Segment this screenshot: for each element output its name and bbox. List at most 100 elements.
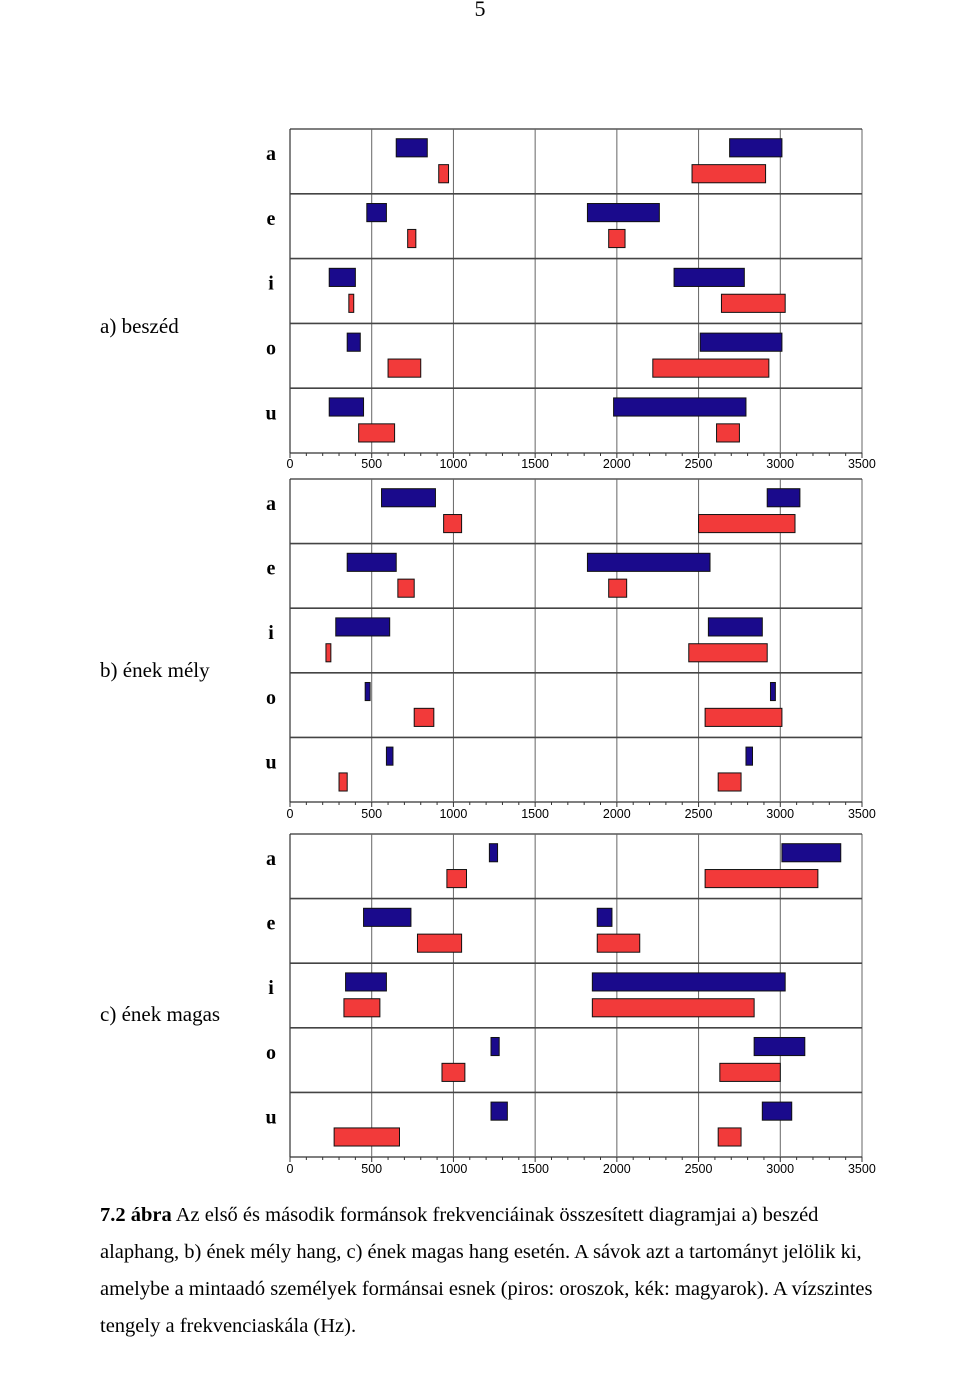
formant-bar-russian — [652, 358, 770, 378]
formant-bar-russian — [443, 514, 463, 534]
formant-bar-russian — [358, 423, 396, 443]
formant-bar-russian — [333, 1127, 400, 1147]
formant-bar-russian — [688, 643, 768, 663]
formant-bar-hungarian — [490, 1036, 500, 1057]
tick-label: 1000 — [439, 457, 467, 471]
formant-bar-hungarian — [766, 488, 801, 508]
tick-label: 0 — [287, 457, 294, 471]
formant-bar-russian — [717, 772, 742, 792]
formant-bar-hungarian — [586, 552, 711, 572]
category-label: a — [266, 848, 276, 870]
tick-label: 1500 — [521, 457, 549, 471]
formant-bar-hungarian — [586, 203, 660, 223]
formant-bar-russian — [441, 1062, 466, 1082]
category-label: a — [266, 143, 276, 165]
tick-label: 3000 — [766, 1162, 794, 1176]
formant-bar-hungarian — [591, 972, 786, 992]
tick-label: 2000 — [603, 1162, 631, 1176]
formant-bar-hungarian — [395, 138, 428, 158]
tick-label: 500 — [361, 457, 382, 471]
category-label: e — [267, 558, 276, 580]
formant-bar-hungarian — [761, 1101, 793, 1121]
tick-label: 2500 — [685, 807, 713, 821]
formant-bar-russian — [591, 998, 755, 1018]
formant-bar-hungarian — [753, 1036, 806, 1057]
tick-label: 3000 — [766, 807, 794, 821]
tick-label: 1000 — [439, 1162, 467, 1176]
formant-bar-russian — [596, 933, 641, 953]
caption-text: Az első és második formánsok frekvenciái… — [100, 1204, 873, 1337]
category-label: i — [268, 977, 274, 999]
category-label: i — [268, 622, 274, 644]
formant-bar-hungarian — [328, 267, 356, 287]
formant-bar-hungarian — [596, 907, 613, 927]
formant-bar-hungarian — [364, 681, 371, 702]
category-label: e — [267, 208, 276, 230]
tick-label: 0 — [287, 807, 294, 821]
category-label: o — [266, 1042, 276, 1064]
formant-bar-russian — [704, 869, 819, 889]
figure-number: 7.2 ábra — [100, 1204, 172, 1226]
formant-bar-russian — [343, 998, 381, 1018]
category-label: u — [265, 402, 276, 424]
formant-bar-hungarian — [346, 332, 361, 352]
category-label: a — [266, 493, 276, 515]
formant-bar-russian — [716, 423, 740, 443]
formant-bar-hungarian — [707, 617, 763, 637]
formant-bar-russian — [438, 164, 450, 184]
formant-bar-hungarian — [745, 746, 754, 766]
formant-bar-russian — [608, 228, 626, 249]
tick-label: 0 — [287, 1162, 294, 1176]
formant-bar-hungarian — [490, 1101, 508, 1121]
page-number: 5 — [474, 0, 486, 21]
formant-bar-hungarian — [335, 617, 391, 637]
formant-figure: 0 500 1000 1500 2000 2500 3000 3500 a e i o u 0 500 100… — [265, 128, 876, 1176]
formant-bar-russian — [348, 293, 355, 313]
tick-label: 2500 — [685, 1162, 713, 1176]
formant-bar-russian — [387, 358, 422, 378]
formant-bar-hungarian — [366, 203, 387, 223]
formant-bar-hungarian — [381, 488, 436, 508]
tick-label: 3500 — [848, 1162, 876, 1176]
tick-label: 1500 — [521, 807, 549, 821]
tick-label: 2500 — [685, 457, 713, 471]
formant-bar-russian — [416, 933, 463, 953]
tick-label: 3000 — [766, 457, 794, 471]
category-label: o — [266, 338, 276, 360]
formant-bar-hungarian — [613, 397, 747, 417]
tick-label: 3500 — [848, 807, 876, 821]
tick-label: 500 — [361, 1162, 382, 1176]
panel-label-enek-mely: b) ének mély — [100, 658, 210, 682]
formant-bar-russian — [338, 772, 348, 792]
category-label: e — [267, 913, 276, 935]
figure-caption: 7.2 ábra Az első és második formánsok fr… — [100, 1197, 900, 1345]
formant-bar-russian — [413, 707, 435, 727]
formant-bar-hungarian — [328, 397, 365, 417]
formant-bar-russian — [698, 514, 796, 534]
formant-bar-russian — [720, 293, 786, 313]
formant-bar-hungarian — [345, 972, 387, 992]
formant-bar-hungarian — [346, 552, 397, 572]
category-label: o — [266, 687, 276, 709]
category-label: u — [265, 1106, 276, 1128]
formant-bar-hungarian — [781, 843, 842, 863]
formant-bar-hungarian — [769, 681, 776, 702]
category-label: u — [265, 751, 276, 773]
formant-bar-hungarian — [699, 332, 783, 352]
formant-bar-russian — [691, 164, 767, 184]
formant-bar-russian — [407, 228, 417, 249]
tick-label: 500 — [361, 807, 382, 821]
panel-label-enek-magas: c) ének magas — [100, 1002, 221, 1026]
tick-label: 1500 — [521, 1162, 549, 1176]
panel-label-beszed: a) beszéd — [100, 314, 179, 338]
formant-bar-russian — [608, 578, 628, 598]
tick-label: 1000 — [439, 807, 467, 821]
formant-bar-russian — [446, 869, 468, 889]
formant-bar-hungarian — [363, 907, 412, 927]
formant-bar-hungarian — [488, 843, 499, 863]
formant-bar-russian — [325, 643, 332, 663]
formant-bar-russian — [719, 1062, 781, 1082]
tick-label: 2000 — [603, 457, 631, 471]
tick-label: 3500 — [848, 457, 876, 471]
formant-bar-hungarian — [673, 267, 745, 287]
